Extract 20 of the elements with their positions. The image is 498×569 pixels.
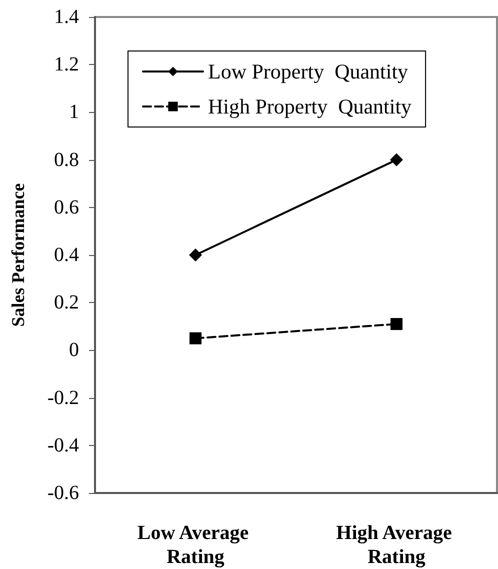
y-tick-label: 0.8 xyxy=(54,148,79,171)
y-tick-label: 1 xyxy=(69,101,79,124)
legend-label: Low Property Quantity xyxy=(208,60,409,84)
y-tick-label: 1.2 xyxy=(54,54,79,76)
y-axis-title: Sales Performance xyxy=(8,183,28,327)
y-tick-label: -0.4 xyxy=(47,434,79,456)
y-tick-label: 0.6 xyxy=(54,196,79,218)
y-tick-label: -0.2 xyxy=(47,386,79,409)
y-tick-label: 1.4 xyxy=(54,6,79,28)
point xyxy=(189,248,202,262)
y-tick-label: 0.2 xyxy=(54,292,79,314)
x-tick-label: High Average Rating xyxy=(336,522,457,568)
y-tick-label: 0.4 xyxy=(54,244,79,266)
point xyxy=(190,332,202,344)
point xyxy=(390,318,402,330)
legend-label: High Property Quantity xyxy=(208,94,412,118)
point xyxy=(390,153,403,166)
y-tick-label: -0.6 xyxy=(47,482,79,504)
x-tick-label: Low Average Rating xyxy=(137,522,254,568)
y-tick-label: 0 xyxy=(69,339,79,362)
